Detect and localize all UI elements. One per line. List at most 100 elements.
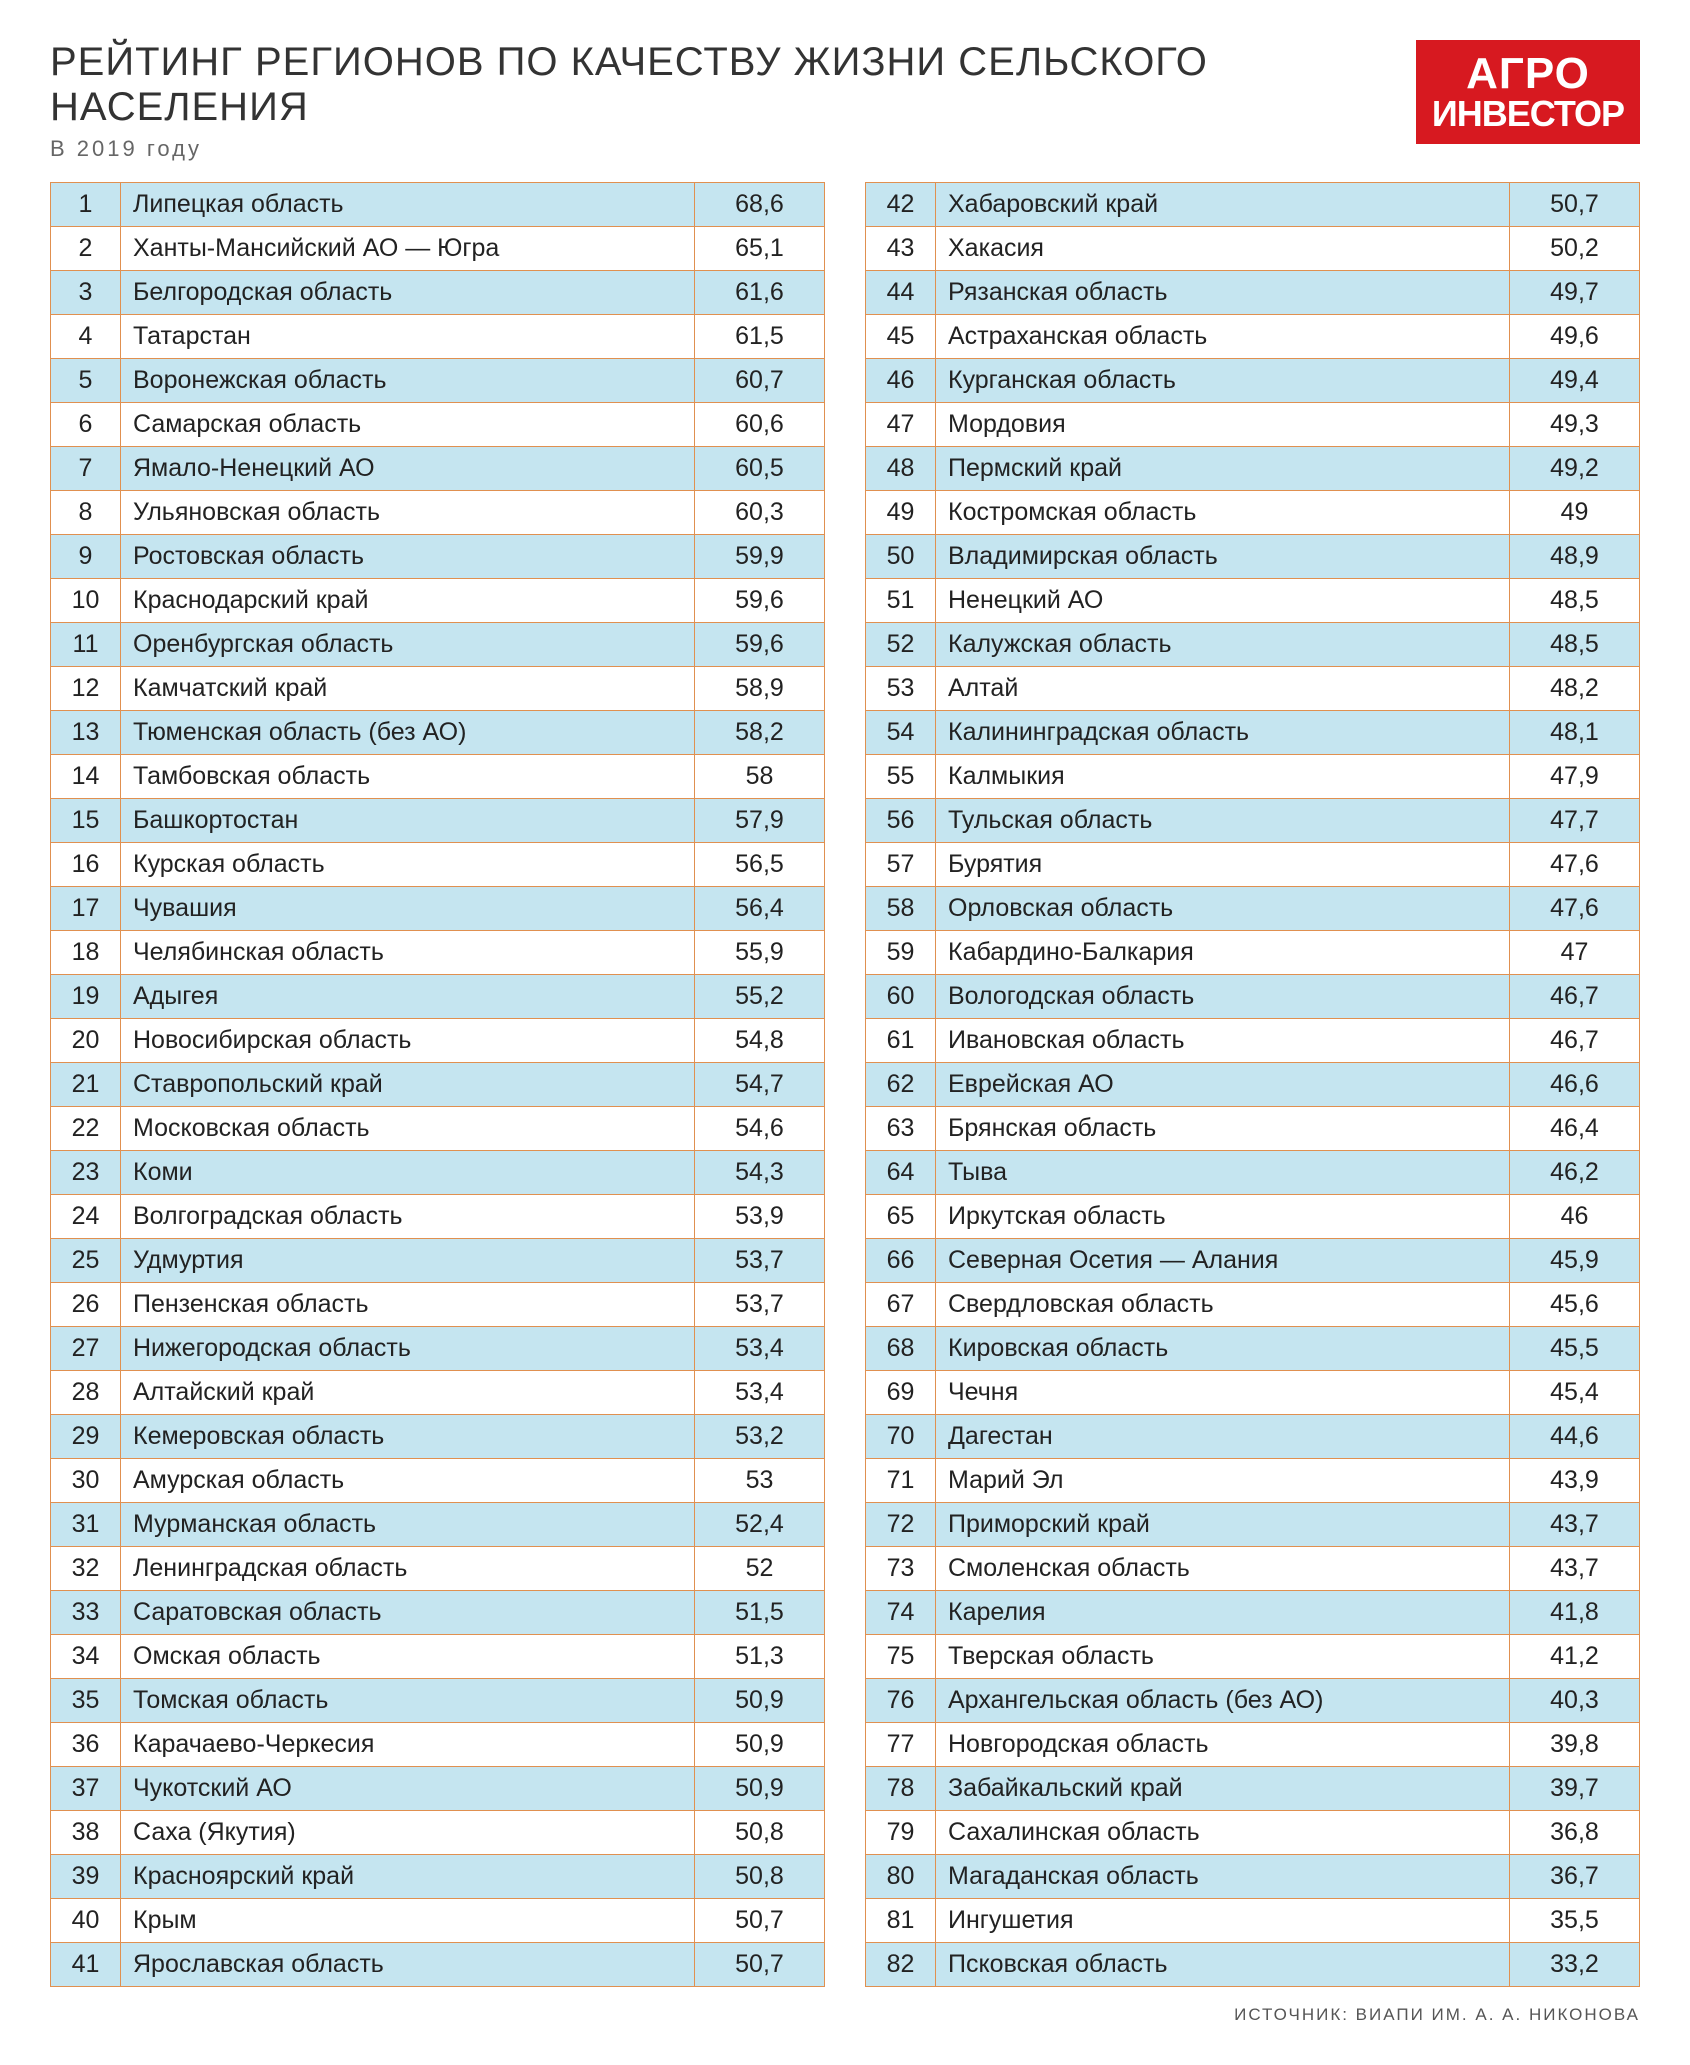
value-cell: 33,2: [1510, 1943, 1640, 1987]
value-cell: 55,9: [695, 931, 825, 975]
region-cell: Ханты-Мансийский АО — Югра: [121, 227, 695, 271]
table-row: 31Мурманская область52,4: [51, 1503, 825, 1547]
table-row: 71Марий Эл43,9: [866, 1459, 1640, 1503]
table-row: 11Оренбургская область59,6: [51, 623, 825, 667]
rank-cell: 9: [51, 535, 121, 579]
region-cell: Чечня: [936, 1371, 1510, 1415]
rank-cell: 26: [51, 1283, 121, 1327]
rank-cell: 78: [866, 1767, 936, 1811]
region-cell: Чувашия: [121, 887, 695, 931]
region-cell: Челябинская область: [121, 931, 695, 975]
value-cell: 50,8: [695, 1855, 825, 1899]
value-cell: 41,2: [1510, 1635, 1640, 1679]
value-cell: 47,7: [1510, 799, 1640, 843]
region-cell: Еврейская АО: [936, 1063, 1510, 1107]
rank-cell: 2: [51, 227, 121, 271]
table-row: 52Калужская область48,5: [866, 623, 1640, 667]
value-cell: 50,9: [695, 1679, 825, 1723]
table-row: 24Волгоградская область53,9: [51, 1195, 825, 1239]
table-row: 9Ростовская область59,9: [51, 535, 825, 579]
table-row: 60Вологодская область46,7: [866, 975, 1640, 1019]
rank-cell: 57: [866, 843, 936, 887]
table-row: 29Кемеровская область53,2: [51, 1415, 825, 1459]
rank-cell: 11: [51, 623, 121, 667]
region-cell: Архангельская область (без АО): [936, 1679, 1510, 1723]
rank-cell: 55: [866, 755, 936, 799]
rank-cell: 66: [866, 1239, 936, 1283]
table-row: 38Саха (Якутия)50,8: [51, 1811, 825, 1855]
region-cell: Карелия: [936, 1591, 1510, 1635]
value-cell: 49: [1510, 491, 1640, 535]
rank-cell: 42: [866, 183, 936, 227]
value-cell: 52: [695, 1547, 825, 1591]
table-row: 73Смоленская область43,7: [866, 1547, 1640, 1591]
table-row: 12Камчатский край58,9: [51, 667, 825, 711]
region-cell: Ставропольский край: [121, 1063, 695, 1107]
table-row: 72Приморский край43,7: [866, 1503, 1640, 1547]
table-row: 74Карелия41,8: [866, 1591, 1640, 1635]
table-row: 64Тыва46,2: [866, 1151, 1640, 1195]
region-cell: Липецкая область: [121, 183, 695, 227]
value-cell: 60,5: [695, 447, 825, 491]
table-row: 45Астраханская область49,6: [866, 315, 1640, 359]
table-row: 62Еврейская АО46,6: [866, 1063, 1640, 1107]
rank-cell: 17: [51, 887, 121, 931]
value-cell: 54,6: [695, 1107, 825, 1151]
title-block: РЕЙТИНГ РЕГИОНОВ ПО КАЧЕСТВУ ЖИЗНИ СЕЛЬС…: [50, 40, 1416, 162]
value-cell: 65,1: [695, 227, 825, 271]
table-row: 80Магаданская область36,7: [866, 1855, 1640, 1899]
rank-cell: 51: [866, 579, 936, 623]
value-cell: 36,7: [1510, 1855, 1640, 1899]
table-row: 55Калмыкия47,9: [866, 755, 1640, 799]
table-row: 25Удмуртия53,7: [51, 1239, 825, 1283]
value-cell: 51,3: [695, 1635, 825, 1679]
region-cell: Ингушетия: [936, 1899, 1510, 1943]
region-cell: Тульская область: [936, 799, 1510, 843]
rank-cell: 54: [866, 711, 936, 755]
region-cell: Рязанская область: [936, 271, 1510, 315]
table-row: 44Рязанская область49,7: [866, 271, 1640, 315]
region-cell: Калининградская область: [936, 711, 1510, 755]
rank-cell: 7: [51, 447, 121, 491]
table-row: 10Краснодарский край59,6: [51, 579, 825, 623]
value-cell: 41,8: [1510, 1591, 1640, 1635]
region-cell: Нижегородская область: [121, 1327, 695, 1371]
region-cell: Курганская область: [936, 359, 1510, 403]
table-row: 69Чечня45,4: [866, 1371, 1640, 1415]
table-row: 42Хабаровский край50,7: [866, 183, 1640, 227]
region-cell: Сахалинская область: [936, 1811, 1510, 1855]
tables-container: 1Липецкая область68,62Ханты-Мансийский А…: [50, 182, 1640, 1987]
region-cell: Астраханская область: [936, 315, 1510, 359]
region-cell: Ярославская область: [121, 1943, 695, 1987]
logo: АГРО ИНВЕСТОР: [1416, 40, 1640, 144]
rank-cell: 32: [51, 1547, 121, 1591]
table-row: 2Ханты-Мансийский АО — Югра65,1: [51, 227, 825, 271]
region-cell: Кировская область: [936, 1327, 1510, 1371]
region-cell: Северная Осетия — Алания: [936, 1239, 1510, 1283]
region-cell: Коми: [121, 1151, 695, 1195]
value-cell: 48,9: [1510, 535, 1640, 579]
region-cell: Калмыкия: [936, 755, 1510, 799]
table-row: 1Липецкая область68,6: [51, 183, 825, 227]
source-citation: ИСТОЧНИК: ВИАПИ ИМ. А. А. НИКОНОВА: [50, 2005, 1640, 2025]
region-cell: Марий Эл: [936, 1459, 1510, 1503]
value-cell: 49,6: [1510, 315, 1640, 359]
table-row: 8Ульяновская область60,3: [51, 491, 825, 535]
region-cell: Карачаево-Черкесия: [121, 1723, 695, 1767]
region-cell: Томская область: [121, 1679, 695, 1723]
table-row: 37Чукотский АО50,9: [51, 1767, 825, 1811]
region-cell: Амурская область: [121, 1459, 695, 1503]
rank-cell: 22: [51, 1107, 121, 1151]
value-cell: 68,6: [695, 183, 825, 227]
rank-cell: 70: [866, 1415, 936, 1459]
region-cell: Ямало-Ненецкий АО: [121, 447, 695, 491]
value-cell: 59,6: [695, 623, 825, 667]
table-row: 48Пермский край49,2: [866, 447, 1640, 491]
value-cell: 50,9: [695, 1767, 825, 1811]
table-row: 68Кировская область45,5: [866, 1327, 1640, 1371]
region-cell: Бурятия: [936, 843, 1510, 887]
value-cell: 45,4: [1510, 1371, 1640, 1415]
table-row: 28Алтайский край53,4: [51, 1371, 825, 1415]
value-cell: 53,7: [695, 1283, 825, 1327]
table-row: 75Тверская область41,2: [866, 1635, 1640, 1679]
